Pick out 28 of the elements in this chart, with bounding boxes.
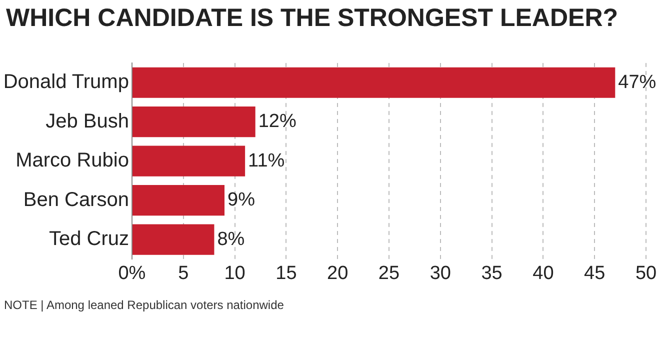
y-tick-label: Marco Rubio	[16, 150, 129, 172]
x-tick-label: 35	[481, 262, 502, 284]
x-tick-label: 10	[224, 262, 246, 284]
data-label: 47%	[618, 72, 656, 93]
x-tick-label: 45	[584, 262, 606, 284]
data-label: 8%	[217, 228, 245, 250]
bar	[132, 185, 224, 216]
x-tick-label: 5	[178, 262, 189, 284]
data-label: 11%	[248, 150, 285, 172]
bar	[132, 67, 616, 98]
y-tick-label: Jeb Bush	[46, 110, 129, 132]
y-tick-label: Ben Carson	[23, 188, 129, 211]
bar	[132, 146, 246, 176]
y-tick-label: Donald Trump	[3, 71, 129, 94]
bar	[132, 224, 214, 255]
y-tick-label: Ted Cruz	[48, 228, 129, 250]
chart-title: WHICH CANDIDATE IS THE STRONGEST LEADER?	[6, 4, 618, 33]
x-tick-label: 0%	[118, 262, 146, 284]
data-label: 12%	[258, 111, 296, 132]
x-tick-label: 25	[378, 262, 400, 284]
x-tick-label: 20	[327, 262, 348, 284]
x-tick-label: 15	[276, 262, 297, 284]
data-label: 9%	[228, 190, 256, 211]
bar	[132, 106, 256, 138]
x-tick-label: 30	[430, 262, 451, 284]
x-tick-label: 40	[532, 262, 554, 284]
text: NOTE | Among leaned Republican voters nationwide	[4, 298, 284, 312]
x-tick-label: 50	[635, 262, 657, 284]
